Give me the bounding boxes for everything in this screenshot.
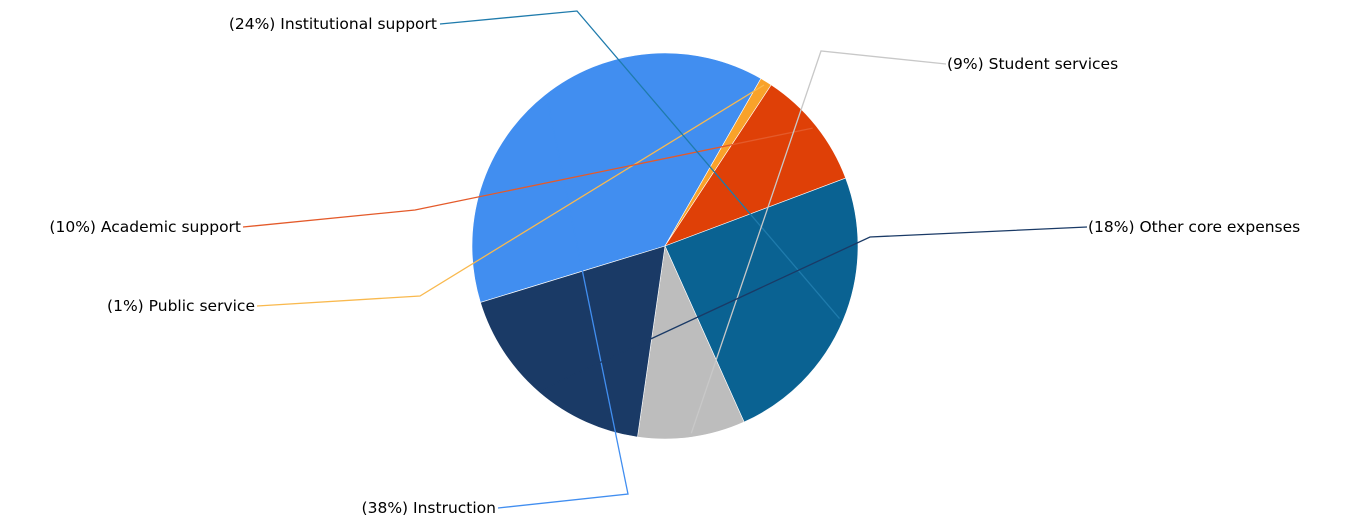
pie-slice-instruction (471, 52, 762, 303)
slice-label-institutional-support: (24%) Institutional support (229, 15, 437, 33)
slice-labels: (38%) Instruction (1%) Public service (10%… (49, 15, 1300, 517)
leader-line-institutional-support (439, 10, 840, 320)
slice-percent: (1%) (107, 297, 144, 315)
slice-percent: (24%) (229, 15, 276, 33)
slice-label-other-core-expenses: (18%) Other core expenses (1088, 218, 1300, 236)
slice-label-instruction: (38%) Instruction (362, 499, 496, 517)
leader-lines (242, 10, 1088, 509)
pie-slice-student-services (637, 244, 745, 440)
slice-label-student-services: (9%) Student services (947, 55, 1118, 73)
slice-percent: (10%) (49, 218, 96, 236)
slice-label-public-service: (1%) Public service (107, 297, 255, 315)
slice-percent: (18%) (1088, 218, 1135, 236)
slice-category: Institutional support (280, 15, 437, 33)
pie-slices (471, 52, 859, 440)
leader-line-academic-support (242, 127, 813, 228)
pie-slice-other-core-expenses (480, 245, 666, 438)
leader-line-student-services (690, 50, 947, 434)
pie-slice-academic-support (664, 84, 847, 247)
leader-line-other-core-expenses (541, 226, 1088, 391)
slice-percent: (38%) (362, 499, 409, 517)
leader-line-instruction (497, 98, 629, 509)
leader-line-public-service (256, 84, 765, 307)
slice-percent: (9%) (947, 55, 984, 73)
slice-category: Student services (989, 55, 1119, 73)
slice-label-academic-support: (10%) Academic support (49, 218, 241, 236)
pie-slice-institutional-support (664, 177, 859, 423)
slice-category: Instruction (413, 499, 496, 517)
slice-category: Public service (149, 297, 255, 315)
slice-category: Other core expenses (1139, 218, 1300, 236)
slice-category: Academic support (101, 218, 241, 236)
